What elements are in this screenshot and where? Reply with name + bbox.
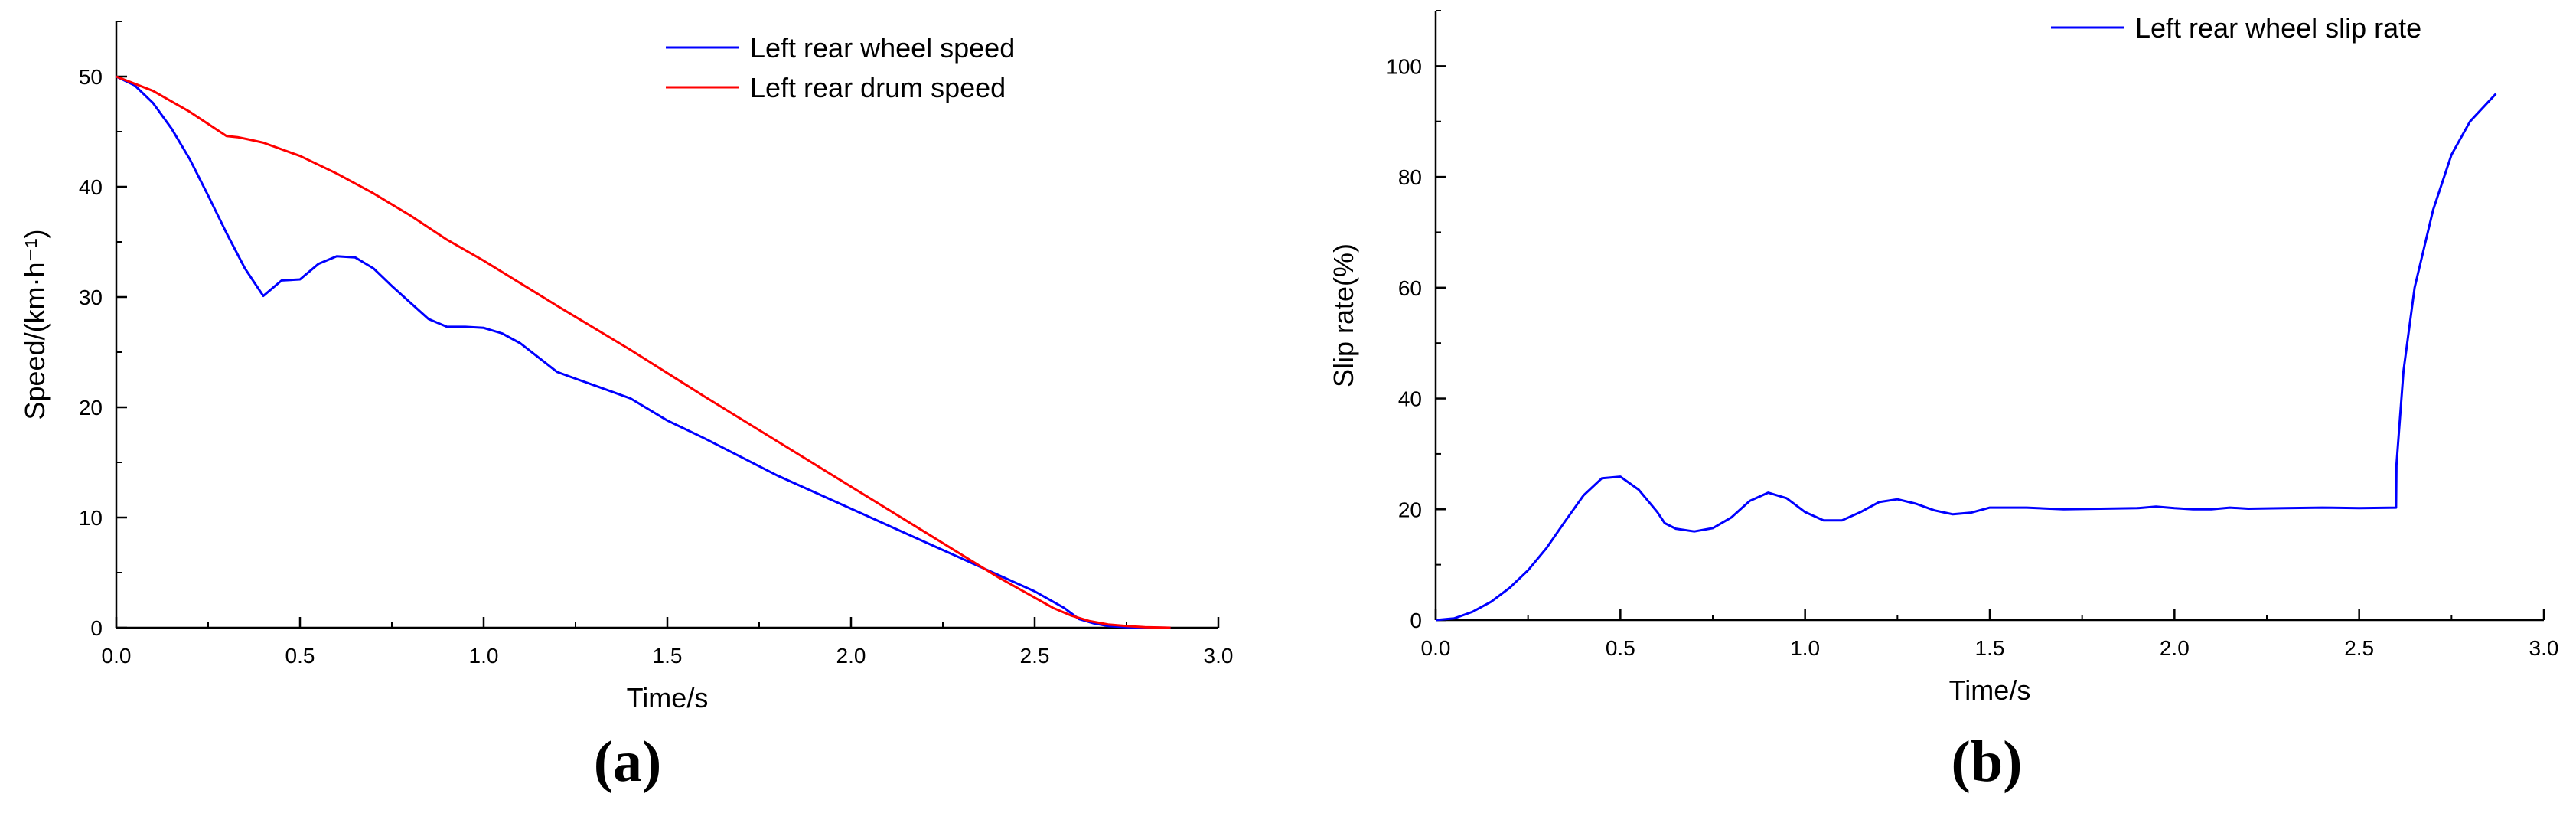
- chart-0-panel-caption: (a): [594, 730, 662, 794]
- chart-1-x-tick-label: 3.0: [2529, 636, 2559, 660]
- chart-1-y-tick-label: 20: [1398, 498, 1422, 521]
- chart-1-legend-label-0: Left rear wheel slip rate: [2135, 12, 2421, 44]
- chart-0-y-axis-title: Speed/(km·h⁻¹): [19, 229, 51, 420]
- chart-0-y-tick-label: 20: [79, 396, 103, 420]
- chart-0-legend-label-0: Left rear wheel speed: [750, 32, 1015, 64]
- chart-0-x-tick-label: 1.0: [469, 644, 499, 668]
- chart-0-series-line-1: [116, 75, 1171, 629]
- chart-0-x-axis-title: Time/s: [627, 682, 709, 713]
- chart-1-y-tick-label: 0: [1410, 609, 1422, 632]
- chart-0-x-tick-label: 3.0: [1204, 644, 1234, 668]
- chart-1-y-tick-label: 60: [1398, 276, 1422, 300]
- chart-1-x-tick-label: 1.0: [1790, 636, 1820, 660]
- chart-1-panel-caption: (b): [1952, 730, 2023, 794]
- chart-0-x-tick-label: 0.5: [285, 644, 315, 668]
- chart-1-x-tick-label: 1.5: [1975, 636, 2005, 660]
- chart-0-y-tick-label: 30: [79, 286, 103, 309]
- slip-rate-chart-panel: 0.0 0.5 1.0 1.5 2.0 2.5 3.0 0 20 40 60 80 100 Time/s S…: [1328, 10, 2559, 794]
- chart-1-series-line-0: [1435, 93, 2497, 622]
- chart-1-y-tick-label: 40: [1398, 387, 1422, 411]
- chart-0-series-line-0: [116, 75, 1171, 629]
- chart-0-legend-label-1: Left rear drum speed: [750, 72, 1006, 103]
- chart-1-x-tick-label: 2.5: [2344, 636, 2374, 660]
- chart-1-x-tick-label: 0.0: [1421, 636, 1451, 660]
- chart-0-x-tick-label: 0.0: [102, 644, 132, 668]
- chart-0-y-tick-label: 10: [79, 506, 103, 530]
- chart-0-y-tick-label: 50: [79, 65, 103, 89]
- chart-0-y-tick-label: 0: [90, 616, 103, 640]
- chart-0-x-tick-label: 1.5: [653, 644, 683, 668]
- chart-1-x-axis-title: Time/s: [1949, 674, 2031, 706]
- chart-1-x-tick-label: 2.0: [2160, 636, 2190, 660]
- chart-0-x-tick-label: 2.0: [836, 644, 866, 668]
- chart-0-y-tick-label: 40: [79, 175, 103, 199]
- chart-0-x-tick-label: 2.5: [1020, 644, 1050, 668]
- speed-chart-panel: 0.0 0.5 1.0 1.5 2.0 2.5 3.0 0 10 20 30 40 50 Time/s Sp…: [19, 21, 1233, 794]
- chart-1-x-tick-label: 0.5: [1606, 636, 1635, 660]
- chart-1-y-axis-title: Slip rate(%): [1328, 243, 1359, 387]
- chart-1-y-tick-label: 80: [1398, 165, 1422, 189]
- chart-1-y-tick-label: 100: [1386, 54, 1422, 78]
